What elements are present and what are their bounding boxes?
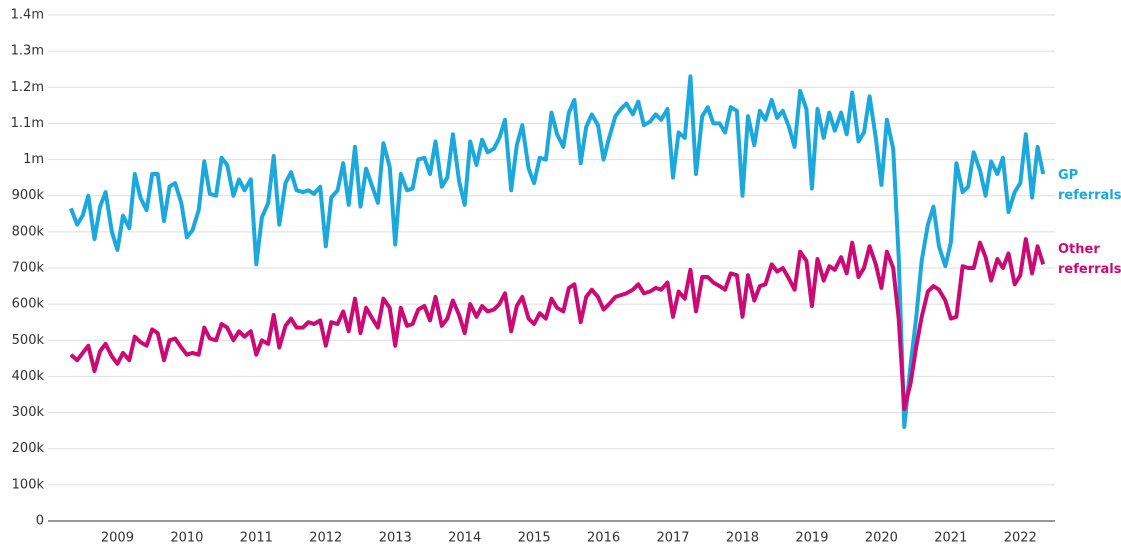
series-line [69,237,1046,411]
legend-label: Other referrals [1058,242,1121,278]
x-tick-label: 2013 [379,531,412,546]
x-tick-label: 2011 [240,531,273,546]
y-tick-label: 300k [12,405,45,420]
y-tick-label: 1.1m [11,116,44,131]
y-tick-label: 0 [36,514,44,529]
x-tick-label: 2019 [795,531,828,546]
x-tick-label: 2009 [101,531,134,546]
series-line [69,74,1046,429]
y-tick-label: 1.2m [11,80,44,95]
y-tick-label: 800k [12,224,45,239]
y-tick-label: 1.4m [11,8,44,23]
x-tick-label: 2014 [448,531,481,546]
y-tick-label: 700k [12,261,45,276]
x-tick-label: 2012 [309,531,342,546]
y-tick-label: 100k [12,477,45,492]
y-tick-label: 200k [12,441,45,456]
legend-label: GP referrals [1058,168,1121,204]
y-tick-label: 400k [12,369,45,384]
x-tick-label: 2010 [170,531,203,546]
y-tick-label: 900k [12,188,45,203]
x-tick-label: 2016 [587,531,620,546]
x-tick-label: 2021 [934,531,967,546]
x-tick-label: 2020 [865,531,898,546]
x-tick-label: 2017 [656,531,689,546]
x-tick-label: 2018 [726,531,759,546]
y-tick-label: 500k [12,333,45,348]
x-tick-label: 2015 [518,531,551,546]
y-tick-label: 600k [12,297,45,312]
y-tick-label: 1.3m [11,44,44,59]
x-tick-label: 2022 [1004,531,1037,546]
y-tick-label: 1m [23,152,44,167]
